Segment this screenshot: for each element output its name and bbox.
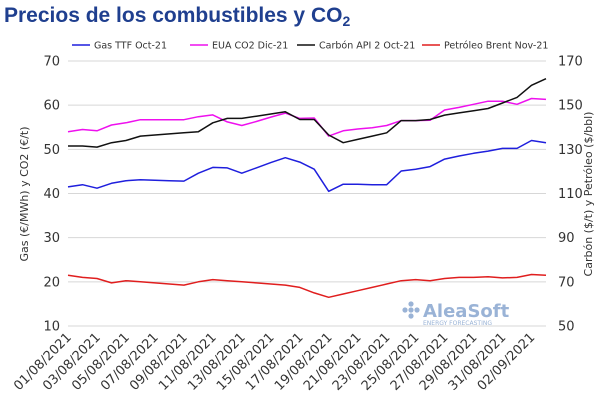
watermark-name: AleaSoft [423,301,510,322]
x-axis-ticks: 01/08/202103/08/202105/08/202107/08/2021… [11,330,538,394]
series-lines [67,78,547,299]
chart-title: Precios de los combustibles y CO2 [4,4,350,28]
gridlines [68,60,546,327]
series-line-carbon-api-2-oct-21 [68,78,547,148]
chart-title-subscript: 2 [342,13,351,29]
y-tick-label: 30 [43,231,60,246]
watermark-tagline: ENERGY FORECASTING [423,320,492,327]
legend-item: Gas TTF Oct-21 [72,41,167,52]
y2-tick-label: 130 [558,143,583,158]
legend-label: EUA CO2 Dic-21 [212,41,288,52]
legend-item: Carbón API 2 Oct-21 [297,41,415,52]
y-axis-right-ticks: 50 70 90 110 130 150 170 [558,55,583,335]
watermark: AleaSoft ENERGY FORECASTING [402,301,510,327]
y-tick-label: 10 [43,320,60,335]
y2-tick-label: 150 [558,99,583,114]
y-axis-left-label: Gas (€/MWh) y CO2 (€/t) [18,126,31,261]
y-tick-label: 50 [43,143,60,158]
series-line-eua-co2-dic-21 [67,97,547,137]
y-axis-left-ticks: 10 20 30 40 50 60 70 [43,55,60,335]
y2-tick-label: 110 [558,187,583,202]
y2-tick-label: 170 [558,55,583,70]
watermark-logo-icon [402,301,420,319]
legend-label: Petróleo Brent Nov-21 [444,41,548,52]
chart-title-main: Precios de los combustibles y CO [4,4,343,27]
y-tick-label: 20 [43,275,60,290]
legend-item: Petróleo Brent Nov-21 [422,41,548,52]
y-tick-label: 60 [43,99,60,114]
series-line-petroleo-brent-nov-21 [67,273,547,299]
legend-label: Gas TTF Oct-21 [94,41,167,52]
y2-tick-label: 70 [558,275,575,290]
y-tick-label: 40 [43,187,60,202]
legend-item: EUA CO2 Dic-21 [190,41,288,52]
y-axis-right-label: Carbón ($/t) y Petróleo ($/bbl) [582,112,595,277]
series-line-gas-ttf-oct-21 [67,139,547,193]
y-tick-label: 70 [43,55,60,70]
legend: Gas TTF Oct-21 EUA CO2 Dic-21 Carbón API 2… [72,41,548,52]
legend-label: Carbón API 2 Oct-21 [319,41,415,52]
y2-tick-label: 90 [558,231,575,246]
y2-tick-label: 50 [558,320,575,335]
